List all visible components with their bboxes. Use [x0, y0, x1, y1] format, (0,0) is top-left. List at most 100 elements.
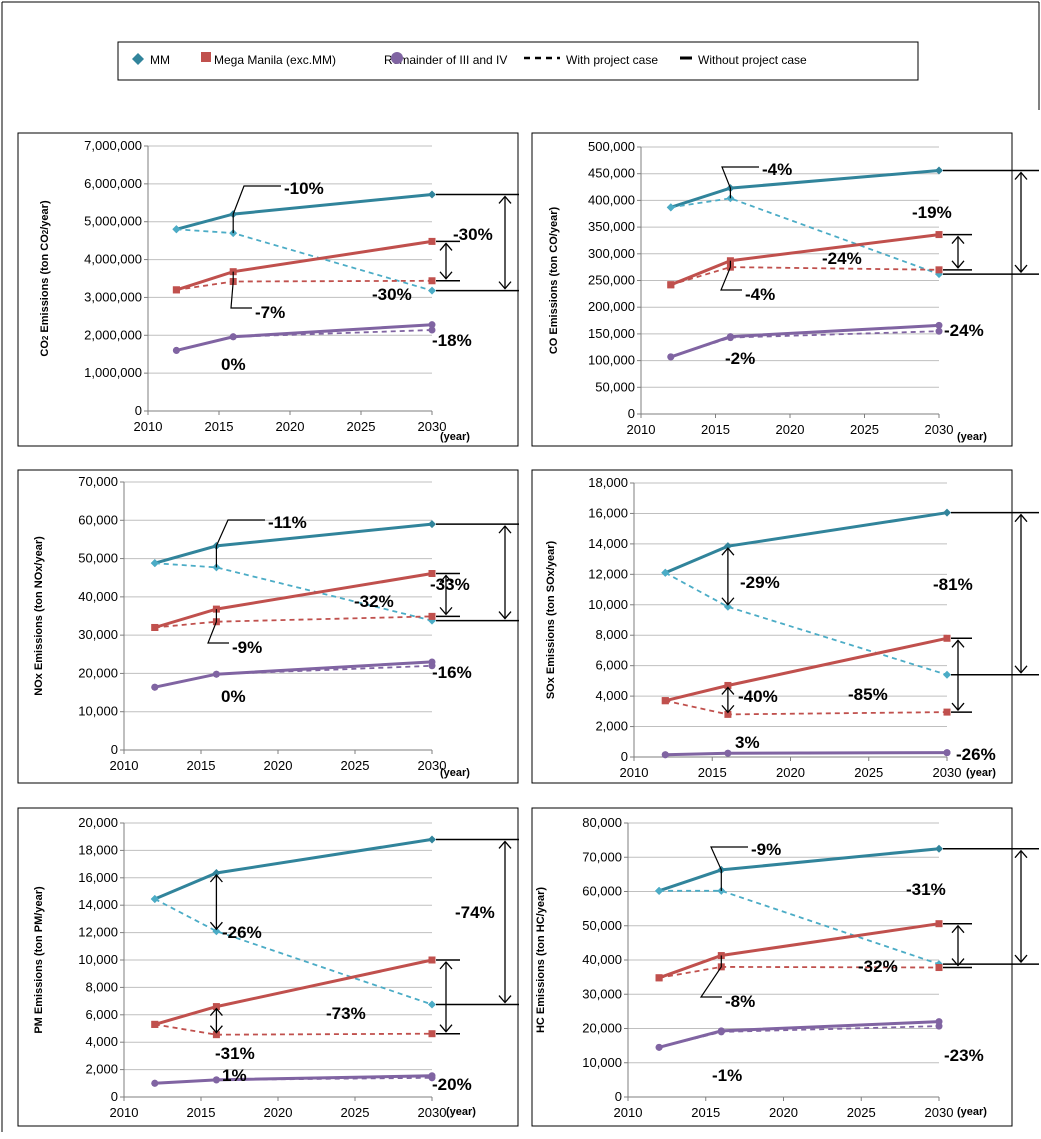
data-point-mega-with [212, 1031, 220, 1039]
series-line-mm-without [658, 847, 940, 893]
y-tick-label: 12,000 [588, 566, 628, 581]
y-tick-label: 4,000,000 [84, 252, 142, 267]
data-point-rem-with [212, 1076, 220, 1084]
percent-change-label: -24% [822, 249, 862, 268]
legend-rem-label: Remainder of III and IV [384, 53, 507, 67]
y-tick-label: 10,000 [78, 952, 118, 967]
legend-mega-label: Mega Manila (exc.MM) [214, 53, 336, 67]
data-point-rem-with [726, 334, 734, 342]
x-tick-label: 2010 [627, 422, 656, 437]
data-point-mm-without [943, 508, 951, 517]
chart-pm: 0 2,000 4,000 6,000 8,000 10,000 12,000 14,000 1… [33, 815, 519, 1120]
legend-item-rem: Remainder of III and IV [384, 52, 507, 67]
legend-item-with: With project case [524, 53, 658, 67]
y-tick-label: 1,000,000 [84, 365, 142, 380]
percent-change-label: -32% [354, 592, 394, 611]
series-line-mm-with [659, 889, 940, 965]
x-tick-label: 2010 [110, 758, 139, 773]
data-point-mega-without [212, 1003, 220, 1011]
data-point-mm-with [661, 568, 670, 577]
data-point-mm-without [935, 166, 943, 175]
percent-change-label: 1% [222, 1066, 247, 1085]
data-point-mm-with [943, 670, 951, 679]
y-tick-label: 5,000,000 [84, 214, 142, 229]
data-point-mega-with [724, 710, 732, 718]
percent-change-label: -73% [326, 1004, 366, 1023]
percent-change-label: -85% [848, 685, 888, 704]
percent-change-label: -18% [432, 331, 472, 350]
mm-difference-arrow-head [1014, 665, 1028, 674]
legend-mm-label: MM [150, 53, 170, 67]
percent-change-label: -24% [944, 321, 984, 340]
series-line-mega-with [665, 699, 948, 716]
mm-difference-arrow-head [498, 995, 512, 1004]
y-tick-label: 2,000,000 [84, 327, 142, 342]
data-point-mega-with [935, 964, 943, 972]
x-tick-label: 2015 [691, 1105, 720, 1120]
x-tick-label: 2010 [614, 1105, 643, 1120]
data-point-mm-with [172, 225, 181, 234]
series-line-rem-with [670, 330, 940, 358]
mm-difference-arrow-head [1014, 849, 1028, 859]
legend-with-label: With project case [566, 53, 658, 67]
series-line-mm-without [664, 511, 948, 575]
series-line-mm-with [664, 572, 948, 676]
y-tick-label: 8,000 [595, 627, 628, 642]
data-point-mm-without [428, 190, 436, 199]
percent-change-label: -1% [712, 1066, 742, 1085]
y-tick-label: 6,000 [595, 658, 628, 673]
y-tick-label: 100,000 [588, 353, 635, 368]
x-tick-label: 2030 [933, 765, 962, 780]
x-tick-label: 2015 [187, 758, 216, 773]
y-tick-label: 0 [628, 406, 635, 421]
series-line-rem-without [154, 660, 433, 689]
series-line-rem-with [665, 751, 948, 756]
y-tick-label: 10,000 [588, 597, 628, 612]
y-tick-label: 3,000,000 [84, 289, 142, 304]
y-axis-label: NOx Emissions (ton NOx/year) [33, 536, 45, 696]
panel-sox-frame [531, 469, 1013, 784]
x-tick-label: 2020 [769, 1105, 798, 1120]
mega-2016-callout [230, 271, 252, 309]
y-tick-label: 50,000 [78, 551, 118, 566]
data-point-rem-with [935, 1022, 943, 1030]
x-tick-label: 2025 [341, 1105, 370, 1120]
y-axis-label: SOx Emissions (ton SOx/year) [545, 541, 557, 700]
x-tick-label: 2030 [418, 758, 447, 773]
data-point-mega-with [661, 697, 669, 705]
x-unit-label: (year) [957, 431, 987, 443]
mega-difference-arrow-head [439, 606, 453, 616]
data-point-rem-with [428, 662, 436, 670]
x-unit-label: (year) [446, 1106, 476, 1118]
series-line-rem-without [665, 751, 948, 757]
percent-change-label: -8% [725, 992, 755, 1011]
y-tick-label: 20,000 [78, 665, 118, 680]
chart-hc: 0 10,000 20,000 30,000 40,000 50,000 60,000 70,… [535, 815, 1039, 1120]
data-point-rem-with [212, 670, 220, 678]
mm-2016-callout [215, 519, 265, 568]
data-point-mm-without [428, 520, 436, 529]
data-point-rem-with [151, 1079, 159, 1087]
mega-difference-arrow-head [439, 242, 453, 251]
legend-mega-square-icon [201, 52, 211, 62]
data-point-rem-without [935, 321, 943, 329]
y-tick-label: 16,000 [78, 870, 118, 885]
x-tick-label: 2015 [205, 419, 234, 434]
x-unit-label: (year) [957, 1106, 987, 1118]
data-point-rem-with [428, 326, 436, 334]
mega-2016-callout [720, 260, 742, 291]
data-point-mm-with [428, 1000, 436, 1009]
x-tick-label: 2020 [276, 419, 305, 434]
series-line-mega-without [670, 233, 940, 287]
y-tick-label: 18,000 [78, 842, 118, 857]
mm-2016-callout [232, 185, 281, 234]
y-tick-label: 40,000 [78, 589, 118, 604]
y-tick-label: 60,000 [78, 512, 118, 527]
percent-change-label: -74% [455, 903, 495, 922]
y-tick-label: 450,000 [588, 166, 635, 181]
y-tick-label: 60,000 [582, 884, 622, 899]
y-tick-label: 4,000 [85, 1034, 118, 1049]
percent-change-label: -19% [912, 203, 952, 222]
x-tick-label: 2025 [341, 758, 370, 773]
